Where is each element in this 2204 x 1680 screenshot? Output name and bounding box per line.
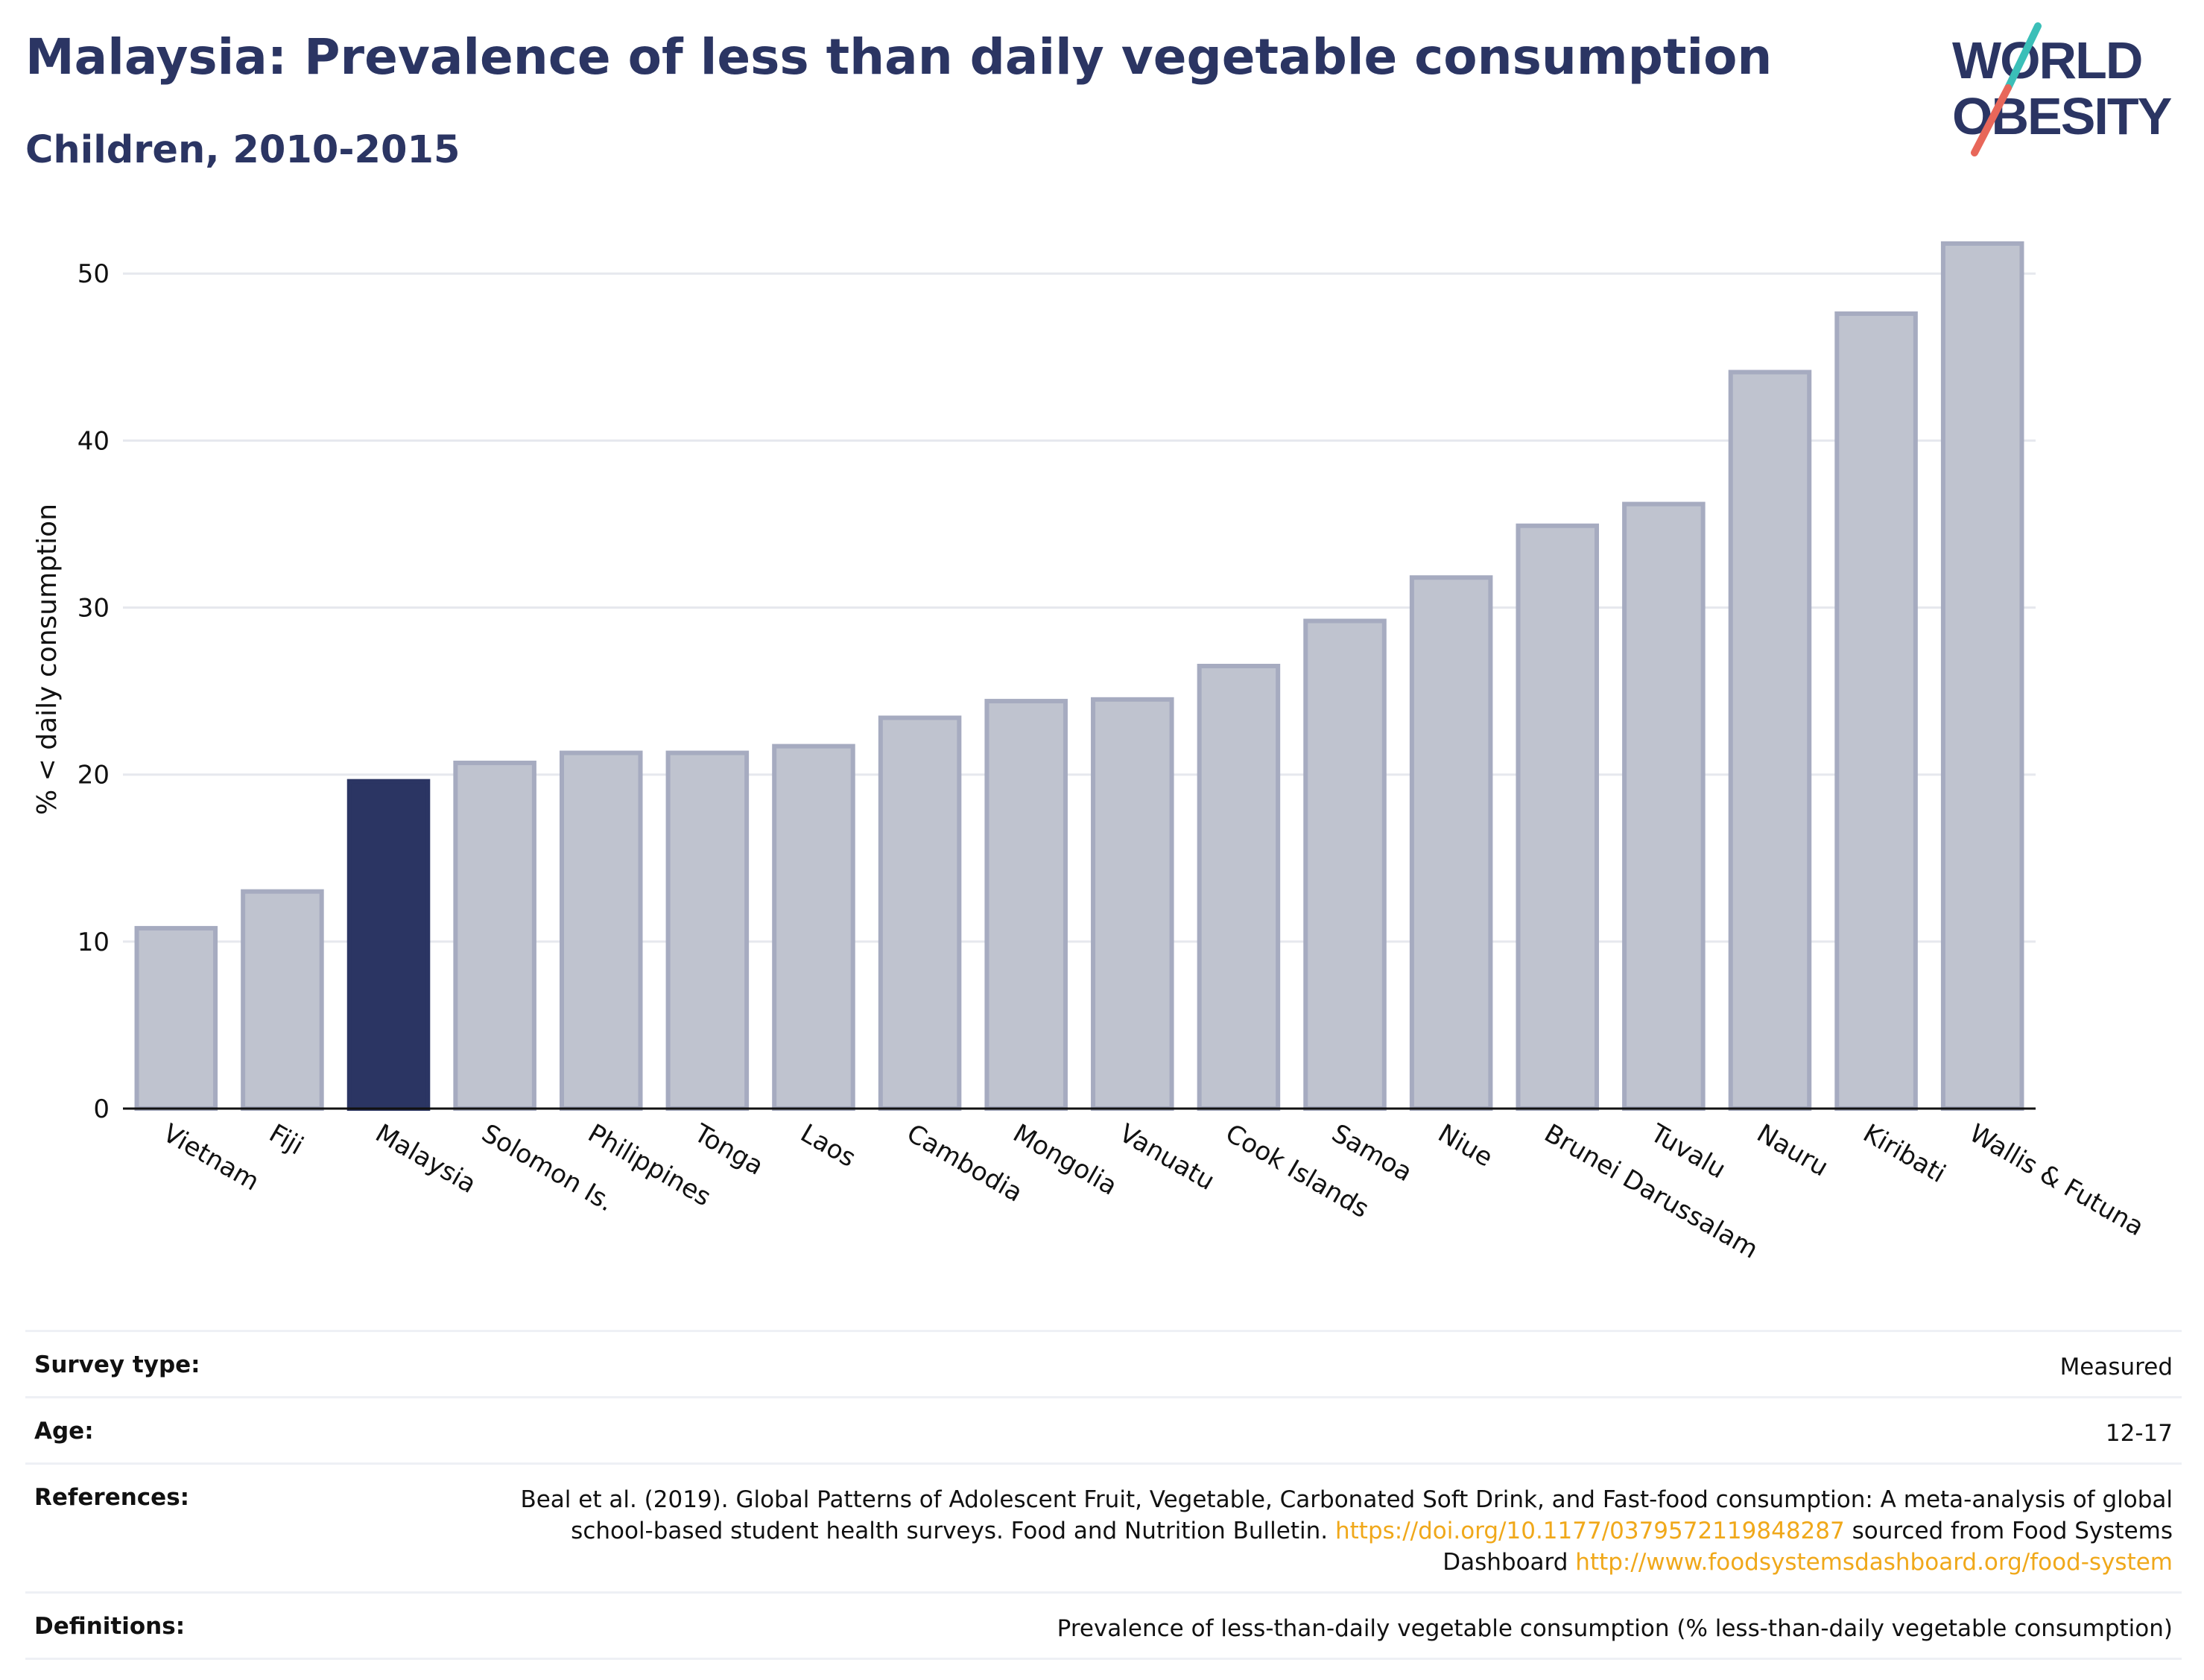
bar-cook-islands <box>1197 664 1281 1111</box>
x-tick-label: Kiribati <box>1858 1118 1951 1189</box>
bar-malaysia <box>346 779 431 1112</box>
survey-type-value: Measured <box>2059 1354 2173 1381</box>
x-tick-label: Fiji <box>264 1118 308 1161</box>
references-label: References: <box>34 1484 190 1511</box>
meta-row-age: Age: 12-17 <box>25 1396 2182 1462</box>
x-tick-label: Nauru <box>1752 1118 1834 1182</box>
grid-lines <box>123 272 2036 943</box>
bars <box>134 241 2024 1112</box>
x-tick-label: Cambodia <box>902 1118 1027 1208</box>
bar-vietnam <box>134 925 218 1112</box>
chart-subtitle: Children, 2010-2015 <box>25 128 460 172</box>
bar-solomon-is <box>453 761 536 1112</box>
x-tick-label: Malaysia <box>370 1118 481 1199</box>
x-tick-label: Tonga <box>688 1118 768 1182</box>
x-tick-label: Laos <box>795 1118 861 1173</box>
bar-fiji <box>241 889 324 1111</box>
y-axis-label: % < daily consumption <box>32 504 63 815</box>
y-tick-label: 40 <box>77 426 110 456</box>
survey-type-label: Survey type: <box>34 1351 200 1378</box>
chart-title: Malaysia: Prevalence of less than daily … <box>25 28 1773 86</box>
bar-cambodia <box>878 715 962 1111</box>
logo-slash-top <box>2004 22 2042 92</box>
bar-niue <box>1409 575 1493 1111</box>
y-tick-label: 10 <box>77 928 110 957</box>
bar-samoa <box>1303 618 1387 1111</box>
references-doi-link[interactable]: https://doi.org/10.1177/0379572119848287 <box>1334 1518 1845 1544</box>
bar-tonga <box>665 750 750 1111</box>
bar-kiribati <box>1834 311 1918 1111</box>
logo-word-obesity: OBESITY <box>1952 87 2172 145</box>
y-tick-label: 50 <box>77 259 110 289</box>
bar-vanuatu <box>1091 697 1174 1111</box>
logo-word-world: WORLD <box>1952 31 2141 89</box>
references-text-2: sourced from Food Systems Dashboard <box>1443 1518 2173 1576</box>
x-tick-label: Vietnam <box>158 1118 265 1197</box>
y-tick-label: 30 <box>77 594 110 624</box>
meta-row-references: References: Beal et al. (2019). Global P… <box>25 1462 2182 1591</box>
age-label: Age: <box>34 1418 94 1445</box>
metadata-table: Survey type: Measured Age: 12-17 Referen… <box>25 1330 2182 1660</box>
age-value: 12-17 <box>2105 1420 2173 1447</box>
bar-brunei-darussalam <box>1516 523 1600 1111</box>
bar-wallis-futuna <box>1940 241 2024 1112</box>
bar-tuvalu <box>1622 501 1706 1111</box>
y-tick-label: 20 <box>77 761 110 790</box>
x-tick-label: Niue <box>1433 1118 1498 1173</box>
definitions-label: Definitions: <box>34 1613 186 1640</box>
y-tick-label: 0 <box>93 1094 110 1124</box>
x-tick-label: Wallis & Futuna <box>1964 1118 2149 1242</box>
references-dashboard-link[interactable]: http://www.foodsystemsdashboard.org/food… <box>1575 1549 2173 1576</box>
x-tick-label: Samoa <box>1327 1118 1417 1188</box>
bar-mongolia <box>984 699 1068 1111</box>
world-obesity-logo: WORLD OBESITY <box>1952 22 2173 156</box>
references-text-1: Beal et al. (2019). Global Patterns of A… <box>520 1486 2173 1544</box>
logo-slash-bottom <box>1971 84 2012 156</box>
bar-philippines <box>559 750 643 1111</box>
references-value: Beal et al. (2019). Global Patterns of A… <box>496 1484 2173 1578</box>
meta-row-survey: Survey type: Measured <box>25 1330 2182 1396</box>
bar-laos <box>772 744 855 1112</box>
bar-nauru <box>1728 370 1812 1112</box>
meta-row-definitions: Definitions: Prevalence of less-than-dai… <box>25 1591 2182 1660</box>
x-tick-label: Vanuatu <box>1114 1118 1219 1196</box>
y-axis-ticks: 0 10 20 30 40 50 <box>77 259 110 1124</box>
x-tick-label: Mongolia <box>1008 1118 1122 1202</box>
definitions-value: Prevalence of less-than-daily vegetable … <box>1057 1615 2173 1642</box>
x-tick-label: Tuvalu <box>1644 1118 1730 1185</box>
